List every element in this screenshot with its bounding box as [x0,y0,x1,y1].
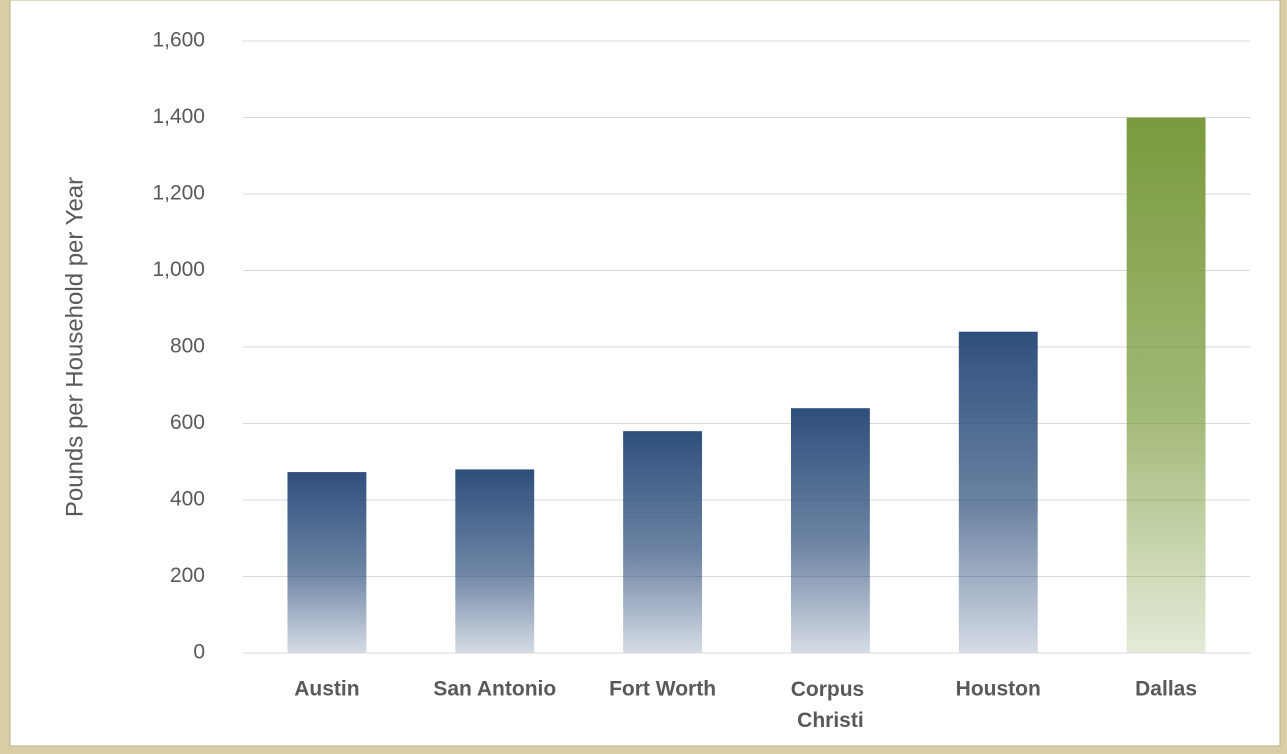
y-tick-label: 600 [170,411,205,434]
y-tick-label: 800 [170,335,205,358]
y-tick-label: 200 [170,564,205,587]
bar [455,469,535,653]
bar [790,408,870,653]
x-tick-label: Fort Worth [609,678,716,701]
y-tick-label: 1,600 [152,29,205,52]
x-tick-label: San Antonio [433,678,556,701]
y-tick-label: 1,400 [152,105,205,128]
y-tick-label: 400 [170,488,205,511]
x-tick-label: Dallas [1135,678,1197,701]
y-tick-label: 0 [193,641,205,664]
x-tick-label: Austin [294,678,359,701]
bar [958,331,1038,653]
y-axis-label: Pounds per Household per Year [61,177,88,517]
bar [623,431,703,653]
y-tick-label: 1,200 [152,182,205,205]
x-tick-label: Corpus Christi [791,678,870,732]
x-tick-label: Houston [956,678,1041,701]
bar [1126,117,1206,653]
y-tick-label: 1,000 [152,258,205,281]
bar [287,472,367,653]
